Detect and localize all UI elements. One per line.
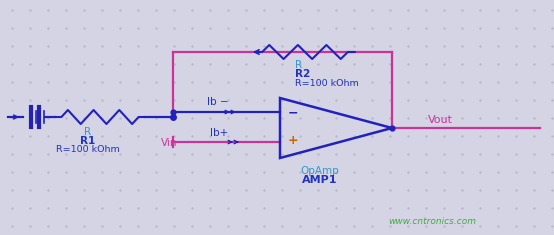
- Text: R=100 kOhm: R=100 kOhm: [56, 145, 120, 154]
- Text: +: +: [288, 134, 299, 148]
- Text: Vin: Vin: [161, 138, 177, 148]
- Text: −: −: [288, 106, 299, 120]
- Text: R1: R1: [80, 136, 96, 146]
- Text: Vout: Vout: [428, 115, 453, 125]
- Text: R2: R2: [295, 69, 310, 79]
- Text: Ib −: Ib −: [207, 97, 229, 107]
- Text: R=100 kOhm: R=100 kOhm: [295, 79, 359, 88]
- Text: R: R: [84, 127, 91, 137]
- Text: R: R: [295, 60, 302, 70]
- Text: Ib+: Ib+: [210, 128, 228, 138]
- Text: OpAmp: OpAmp: [301, 166, 340, 176]
- Text: AMP1: AMP1: [302, 175, 338, 185]
- Text: www.cntronics.com: www.cntronics.com: [388, 217, 476, 226]
